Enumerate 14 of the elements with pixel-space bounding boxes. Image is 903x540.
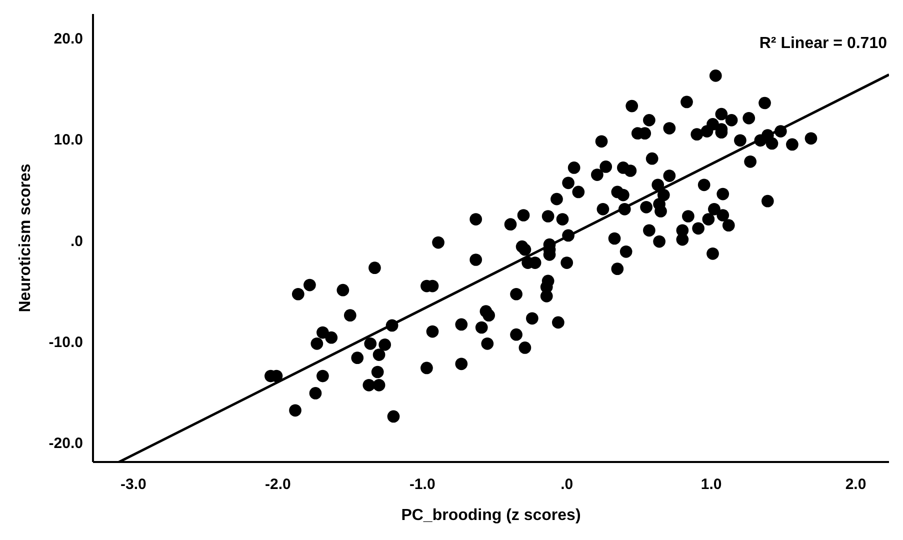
y-tick-label: -10.0 (48, 334, 83, 351)
x-axis-title: PC_brooding (z scores) (401, 507, 581, 524)
x-tick-label: -3.0 (120, 476, 146, 493)
x-tick-label: -2.0 (264, 476, 291, 493)
y-axis-title: Neuroticism scores (17, 164, 34, 312)
y-tick-label: 10.0 (54, 132, 83, 149)
x-tick-label: 1.0 (700, 476, 722, 493)
y-tick-label: -20.0 (48, 435, 83, 452)
x-tick-label: -1.0 (409, 476, 436, 493)
x-tick-label: 2.0 (845, 476, 866, 493)
annotation: R² Linear = 0.710 (759, 35, 888, 52)
y-tick-label: 20.0 (54, 30, 83, 48)
y-tick-label: .0 (70, 232, 83, 250)
x-tick-label: .0 (560, 476, 574, 493)
